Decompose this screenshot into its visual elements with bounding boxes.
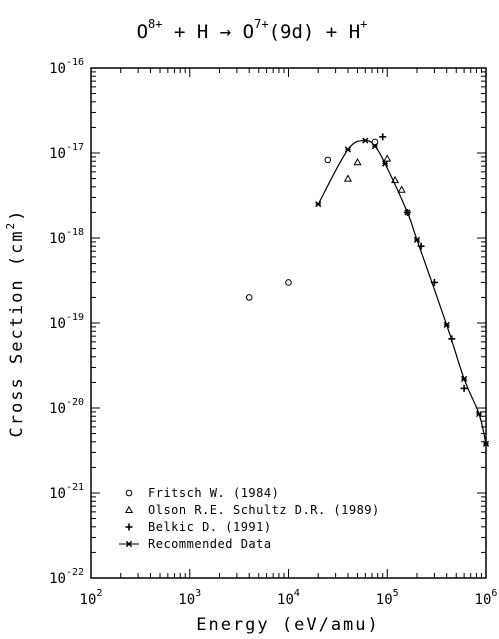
circle-marker: [285, 279, 292, 286]
y-axis-label-end: ): [7, 209, 27, 221]
legend-marker: [125, 489, 133, 497]
y-tick-label: 10-19: [49, 312, 84, 332]
axis-ticks: [90, 67, 487, 579]
plot-frame: [90, 67, 487, 579]
triangle-marker: [391, 175, 400, 184]
asterisk-data-point: [344, 146, 352, 153]
legend-belkic-item: Belkic D. (1991): [125, 520, 272, 534]
triangle-marker: [124, 505, 134, 514]
asterisk-data-point: [443, 321, 450, 328]
title-product-charge: 7+: [254, 17, 268, 31]
title-product-state: (9d): [269, 21, 315, 43]
circle-data-point: [285, 279, 292, 286]
asterisk-data-point: [482, 440, 490, 447]
y-tick-labels: 10-16 10-17 10-18 10-19 10-20 10-21 10-22: [49, 57, 84, 587]
legend-label: Recommended Data: [148, 537, 272, 551]
triangle-data-point: [383, 154, 392, 162]
title-ion: H: [349, 21, 360, 43]
asterisk-data-point: [475, 410, 483, 418]
triangle-data-point: [343, 174, 353, 182]
triangle-data-point: [353, 157, 362, 166]
circle-marker: [324, 156, 332, 164]
x-tick-label: 106: [475, 588, 498, 608]
y-tick-label: 10-16: [49, 57, 84, 77]
asterisk-data-point: [460, 375, 468, 382]
x-tick-label: 105: [376, 588, 399, 608]
x-tick-labels: 102 103 104 105 106: [80, 588, 498, 608]
x-tick-label: 102: [80, 588, 103, 608]
title-product: O: [243, 21, 254, 43]
circle-marker: [245, 294, 253, 301]
circle-data-point: [245, 294, 253, 301]
y-tick-label: 10-18: [49, 227, 84, 247]
triangle-marker: [397, 185, 406, 193]
asterisk-data-point: [413, 236, 421, 243]
circle-data-point: [371, 138, 379, 146]
title-projectile-charge: 8+: [148, 17, 162, 31]
triangle-marker: [353, 157, 362, 166]
y-axis-label-main: Cross Section (cm: [7, 229, 27, 437]
triangle-marker: [383, 154, 392, 162]
asterisk-data-point: [315, 201, 322, 208]
recommended-data-line: [317, 139, 487, 444]
x-tick-label: 103: [178, 588, 201, 608]
y-tick-label: 10-22: [49, 567, 84, 587]
circle-marker: [125, 489, 133, 497]
legend-recommended-item: Recommended Data: [119, 537, 272, 551]
chart-title: O8+ + H → O7+(9d) + H+: [137, 17, 368, 43]
triangle-data-point: [397, 185, 406, 193]
x-axis-label: Energy (eV/amu): [196, 615, 380, 635]
circle-marker: [371, 138, 379, 146]
y-tick-label: 10-17: [49, 142, 84, 162]
y-tick-label: 10-21: [49, 482, 84, 502]
asterisk-data-point: [362, 137, 369, 144]
y-axis-label-sup: 2: [4, 221, 17, 230]
data-points: [245, 133, 490, 447]
legend-label: Olson R.E. Schultz D.R. (1989): [148, 503, 380, 517]
title-plus-2: +: [326, 21, 337, 43]
title-projectile: O: [137, 21, 148, 43]
triangle-data-point: [391, 175, 400, 184]
legend-fritsch-item: Fritsch W. (1984): [125, 486, 279, 500]
y-tick-label: 10-20: [49, 397, 84, 417]
y-axis-label: Cross Section (cm2): [4, 209, 27, 438]
legend-marker: [125, 523, 133, 531]
legend-marker: [124, 505, 134, 514]
asterisk-data-point: [371, 143, 379, 150]
circle-data-point: [324, 156, 332, 164]
x-tick-label: 104: [277, 588, 300, 608]
plus-data-point: [417, 242, 425, 250]
title-target: H: [197, 21, 208, 43]
title-plus-1: +: [174, 21, 185, 43]
legend-label: Belkic D. (1991): [148, 520, 272, 534]
plus-data-point: [379, 133, 387, 141]
asterisk-data-point: [381, 160, 389, 167]
title-arrow: →: [220, 21, 231, 43]
legend-label: Fritsch W. (1984): [148, 486, 279, 500]
title-ion-charge: +: [360, 17, 367, 31]
recommended-curve: [317, 139, 487, 444]
legend-marker: [125, 540, 133, 548]
legend: Fritsch W. (1984) Olson R.E. Schultz D.R.…: [119, 486, 380, 551]
plus-data-point: [448, 335, 456, 343]
legend-olson-item: Olson R.E. Schultz D.R. (1989): [124, 503, 380, 517]
triangle-marker: [343, 174, 353, 182]
plus-data-point: [430, 278, 438, 286]
asterisk-data-point: [404, 209, 411, 216]
plus-data-point: [460, 384, 468, 392]
